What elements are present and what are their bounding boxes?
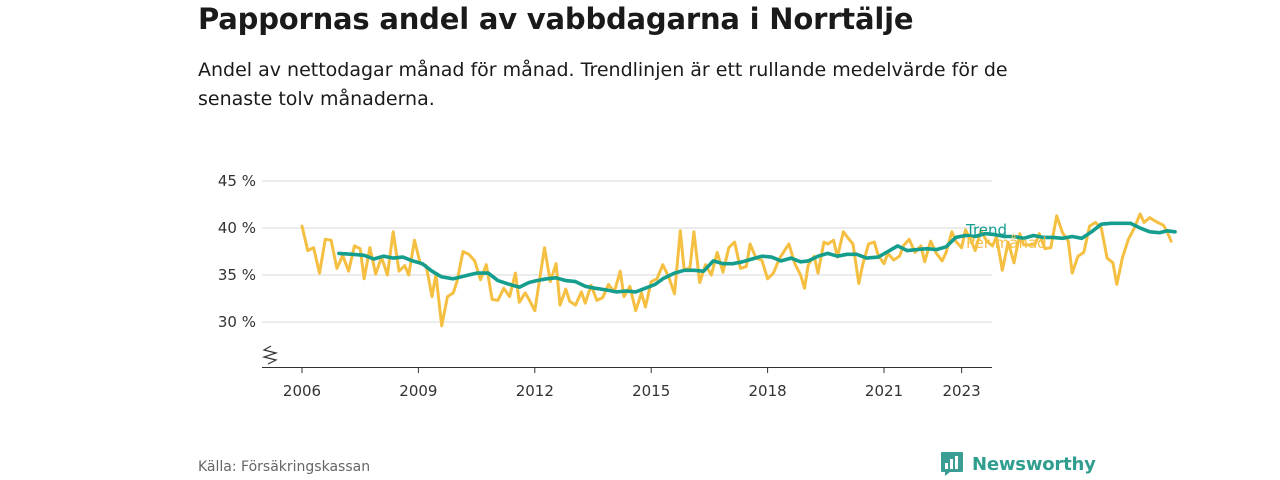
y-axis-break-icon [261, 345, 279, 365]
line-chart: 30 % 35 % 40 % 45 % 2006 2009 2012 2015 2018 202… [218, 172, 1177, 400]
x-tick-label: 2015 [632, 382, 670, 400]
brand-name: Newsworthy [972, 453, 1096, 475]
x-tick-label: 2012 [516, 382, 554, 400]
x-tick-label: 2006 [283, 382, 321, 400]
y-tick-label: 30 % [218, 313, 256, 331]
chart-title: Pappornas andel av vabbdagarna i Norrtäl… [198, 2, 914, 36]
x-tick-label: 2018 [749, 382, 787, 400]
chart-subtitle: Andel av nettodagar månad för månad. Tre… [198, 59, 1008, 110]
monthly-series-label: Per månad [966, 234, 1047, 252]
x-tick-label: 2021 [865, 382, 903, 400]
bar-chart-badge-icon [941, 452, 963, 476]
brand-logo[interactable]: Newsworthy [940, 451, 1096, 477]
x-tick-label: 2023 [943, 382, 981, 400]
grid-lines [262, 180, 992, 323]
y-axis-ticks: 30 % 35 % 40 % 45 % [218, 172, 256, 331]
source-note: Källa: Försäkringskassan [198, 459, 371, 475]
x-axis-ticks: 2006 2009 2012 2015 2018 2021 2023 [283, 367, 981, 400]
trend-series-line [337, 221, 1177, 294]
y-tick-label: 35 % [218, 266, 256, 284]
y-tick-label: 45 % [218, 172, 256, 190]
y-tick-label: 40 % [218, 219, 256, 237]
monthly-series-line [300, 212, 1173, 328]
trend-series-label: Trend [965, 221, 1007, 239]
x-tick-label: 2009 [399, 382, 437, 400]
series-layer [300, 212, 1177, 328]
